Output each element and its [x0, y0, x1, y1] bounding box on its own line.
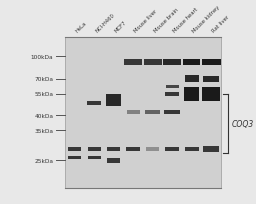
- Bar: [183, 60, 200, 66]
- Text: Mouse kidney: Mouse kidney: [191, 4, 221, 34]
- Text: HeLa: HeLa: [75, 21, 88, 34]
- Bar: [202, 87, 220, 102]
- Bar: [106, 95, 121, 106]
- Bar: [126, 147, 140, 151]
- Bar: [204, 147, 219, 152]
- Bar: [145, 110, 160, 115]
- Text: 100kDa: 100kDa: [31, 54, 53, 59]
- Bar: [184, 88, 199, 101]
- Bar: [165, 147, 179, 151]
- Text: Mouse heart: Mouse heart: [172, 7, 199, 34]
- Bar: [185, 147, 199, 152]
- Bar: [107, 158, 120, 163]
- Bar: [88, 147, 101, 151]
- Bar: [87, 101, 101, 106]
- Text: Mouse brain: Mouse brain: [153, 7, 179, 34]
- Bar: [164, 110, 180, 115]
- Bar: [163, 60, 181, 66]
- Bar: [185, 76, 199, 83]
- Text: 35kDa: 35kDa: [34, 128, 53, 133]
- Bar: [203, 76, 219, 82]
- Bar: [166, 85, 179, 88]
- Bar: [144, 60, 162, 66]
- Bar: [68, 147, 81, 151]
- Bar: [88, 156, 101, 159]
- Text: Rat liver: Rat liver: [211, 14, 230, 34]
- Text: 55kDa: 55kDa: [34, 92, 53, 97]
- Text: 70kDa: 70kDa: [34, 77, 53, 82]
- Bar: [165, 93, 179, 96]
- Bar: [124, 60, 142, 66]
- Bar: [202, 60, 220, 66]
- Text: COQ3: COQ3: [231, 119, 254, 128]
- Text: NCI-H460: NCI-H460: [94, 13, 115, 34]
- Bar: [146, 147, 159, 151]
- Bar: [68, 156, 81, 159]
- Text: MCF7: MCF7: [114, 20, 127, 34]
- Text: 40kDa: 40kDa: [34, 113, 53, 118]
- Bar: [127, 111, 140, 114]
- Text: Mouse liver: Mouse liver: [133, 9, 158, 34]
- Text: 25kDa: 25kDa: [34, 158, 53, 163]
- Bar: [107, 147, 120, 151]
- Bar: [65, 37, 221, 188]
